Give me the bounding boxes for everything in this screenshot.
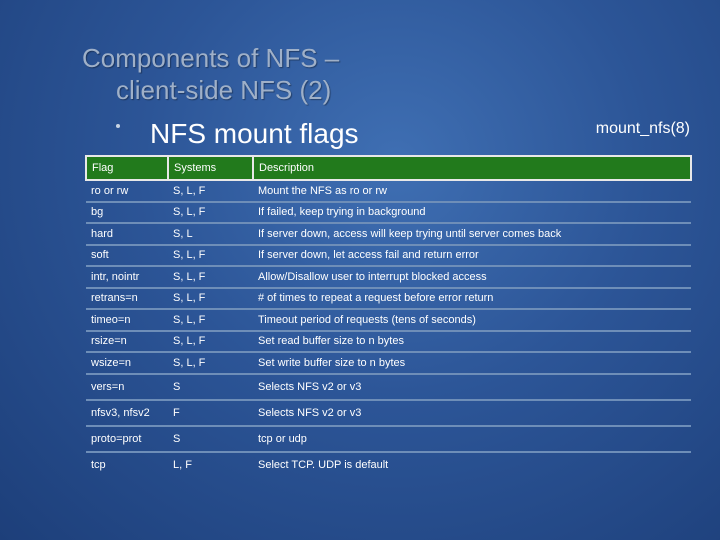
table-row: soft S, L, F If server down, let access …	[86, 244, 691, 267]
description-cell: tcp or udp	[253, 425, 691, 453]
description-cell: If server down, access will keep trying …	[253, 223, 691, 246]
table-row: wsize=n S, L, F Set write buffer size to…	[86, 352, 691, 375]
flag-cell: tcp	[91, 458, 106, 471]
flag-cell: retrans=n	[86, 287, 168, 310]
slide-title: Components of NFS – client-side NFS (2)	[82, 42, 339, 106]
systems-cell: S, L, F	[168, 352, 253, 375]
systems-cell: S, L, F	[168, 266, 253, 289]
slide-title-line-2: client-side NFS (2)	[116, 75, 332, 105]
table-row: bg S, L, F If failed, keep trying in bac…	[86, 201, 691, 224]
description-cell: If failed, keep trying in background	[253, 201, 691, 224]
table-row: intr, nointr S, L, F Allow/Disallow user…	[86, 266, 691, 289]
systems-cell: S	[168, 373, 253, 401]
systems-cell: S, L, F	[168, 180, 253, 203]
flag-cell: vers=n	[86, 373, 168, 401]
systems-cell: S, L, F	[168, 201, 253, 224]
description-cell: Allow/Disallow user to interrupt blocked…	[253, 266, 691, 289]
table-row: nfsv3, nfsv2 F Selects NFS v2 or v3	[86, 399, 691, 427]
description-cell: Selects NFS v2 or v3	[253, 399, 691, 427]
slide-subtitle: NFS mount flags	[150, 118, 359, 149]
table-row: retrans=n S, L, F # of times to repeat a…	[86, 287, 691, 310]
systems-cell: S, L, F	[168, 287, 253, 310]
systems-cell: S, L, F	[168, 244, 253, 267]
table-row: timeo=n S, L, F Timeout period of reques…	[86, 309, 691, 332]
systems-cell: F	[168, 399, 253, 427]
table-row: rsize=n S, L, F Set read buffer size to …	[86, 330, 691, 353]
slide-title-line-1: Components of NFS –	[82, 43, 340, 73]
systems-cell: S, L	[168, 223, 253, 246]
table-row: vers=n S Selects NFS v2 or v3	[86, 373, 691, 401]
description-cell: Set write buffer size to n bytes	[253, 352, 691, 375]
flag-cell: bg	[86, 201, 168, 224]
mount-flags-table: Flag Systems Description ro or rw S, L, …	[85, 155, 692, 477]
table-row: tcp L, F Select TCP. UDP is default	[86, 452, 691, 477]
systems-cell: S, L, F	[168, 330, 253, 353]
description-cell: Select TCP. UDP is default	[258, 458, 389, 471]
description-cell: Mount the NFS as ro or rw	[253, 180, 691, 203]
flag-cell: nfsv3, nfsv2	[86, 399, 168, 427]
header-description: Description	[252, 155, 692, 181]
systems-cell: L, F	[173, 458, 192, 471]
description-cell: Set read buffer size to n bytes	[253, 330, 691, 353]
table-row: ro or rw S, L, F Mount the NFS as ro or …	[86, 180, 691, 203]
flag-cell: rsize=n	[86, 330, 168, 353]
flag-cell: wsize=n	[86, 352, 168, 375]
systems-cell: S	[168, 425, 253, 453]
bullet-icon	[116, 124, 120, 128]
flag-cell: intr, nointr	[86, 266, 168, 289]
description-cell: Selects NFS v2 or v3	[253, 373, 691, 401]
table-row: proto=prot S tcp or udp	[86, 425, 691, 453]
header-flag: Flag	[85, 155, 169, 181]
flag-cell: ro or rw	[86, 180, 168, 203]
table-header-row: Flag Systems Description	[85, 155, 692, 181]
flag-cell: soft	[86, 244, 168, 267]
description-cell: Timeout period of requests (tens of seco…	[253, 309, 691, 332]
header-systems: Systems	[167, 155, 254, 181]
flag-cell: proto=prot	[86, 425, 168, 453]
table-row: hard S, L If server down, access will ke…	[86, 223, 691, 246]
man-page-reference: mount_nfs(8)	[595, 120, 690, 137]
description-cell: If server down, let access fail and retu…	[253, 244, 691, 267]
description-cell: # of times to repeat a request before er…	[253, 287, 691, 310]
flag-cell: timeo=n	[86, 309, 168, 332]
systems-cell: S, L, F	[168, 309, 253, 332]
flag-cell: hard	[86, 223, 168, 246]
